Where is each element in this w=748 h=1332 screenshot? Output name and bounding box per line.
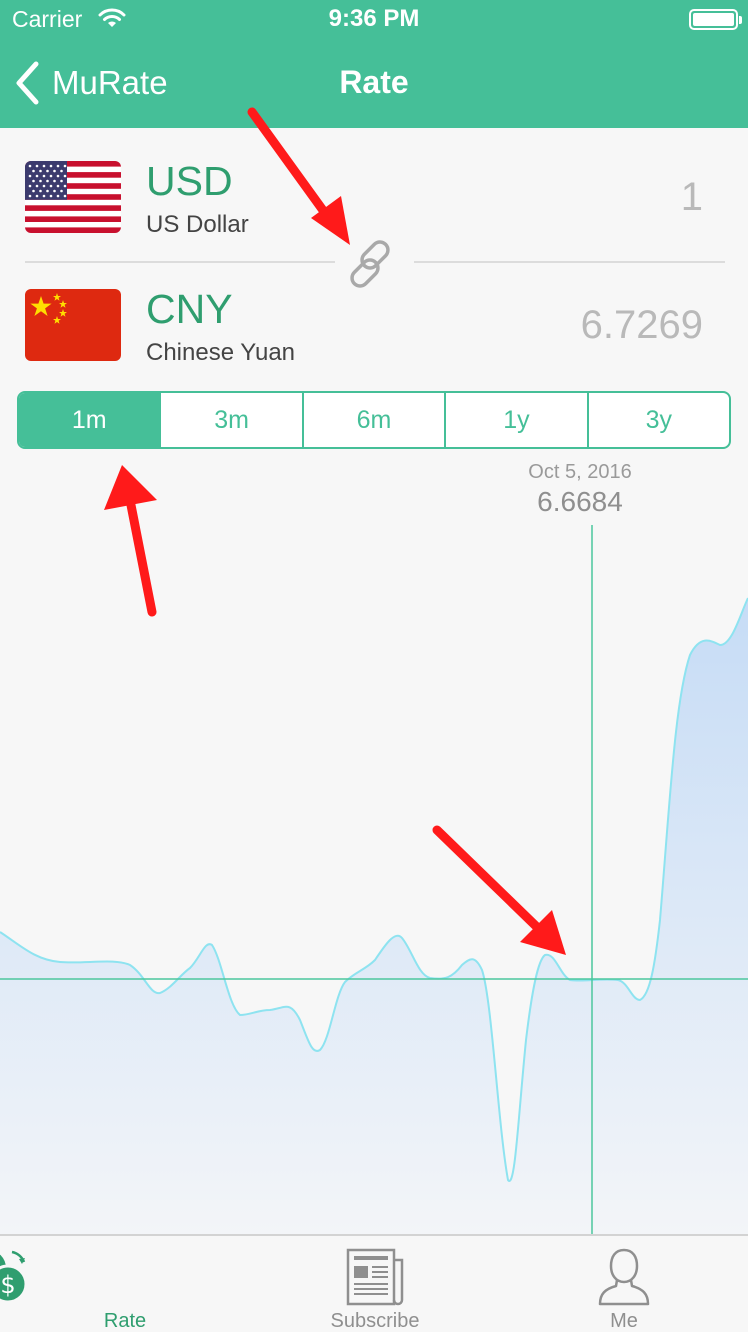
tab-subscribe[interactable]: Subscribe [250,1236,500,1332]
tab-me-label: Me [610,1310,638,1332]
tab-rate-label: Rate [103,1310,147,1332]
quote-currency-name: Chinese Yuan [146,339,296,366]
back-button[interactable]: MuRate [14,60,168,106]
period-3y-segment[interactable]: 3y [586,393,729,447]
quote-currency-code: CNY [146,286,233,332]
chart-selected-value: 6.6684 [537,486,623,517]
period-1y-segment[interactable]: 1y [444,393,586,447]
person-icon [598,1248,650,1306]
china-flag-icon [25,289,121,361]
period-6m-segment[interactable]: 6m [301,393,444,447]
link-icon[interactable] [346,236,402,292]
chart-area [0,598,748,1234]
annotation-arrow [247,107,335,225]
rate-chart[interactable] [0,520,748,1234]
back-button-label: MuRate [52,64,168,101]
top-bar: Carrier 9:36 PM MuRate Rate [0,0,748,128]
battery-icon [689,9,742,30]
base-currency-amount[interactable]: 1 [680,175,703,219]
tab-me[interactable]: Me [500,1236,748,1332]
period-3m-segment[interactable]: 3m [159,393,301,447]
clock: 9:36 PM [328,5,420,32]
wifi-icon [98,8,126,27]
divider [414,261,725,263]
newspaper-icon [346,1248,404,1306]
period-selector: 1m 3m 6m 1y 3y [17,391,731,449]
page-title: Rate [339,64,409,100]
currency-exchange-icon: € $ [0,1250,28,1304]
status-bar: Carrier 9:36 PM [0,0,748,40]
tab-subscribe-label: Subscribe [330,1310,420,1332]
chevron-left-icon [16,61,39,105]
us-flag-icon [25,161,121,233]
tab-rate[interactable]: € $ Rate [0,1236,250,1332]
chart-line [0,597,748,1182]
carrier-label: Carrier [12,6,83,32]
period-1m-segment[interactable]: 1m [19,393,160,447]
navigation-bar: MuRate Rate [0,40,748,128]
quote-currency-amount[interactable]: 6.7269 [580,303,703,347]
annotation-arrowhead [104,465,157,510]
base-currency-code: USD [146,158,233,204]
divider [25,261,335,263]
chart-selected-date: Oct 5, 2016 [528,461,632,483]
tab-bar: € $ Rate Subscribe [0,1234,748,1332]
base-currency-name: US Dollar [146,211,249,238]
annotation-arrowhead [311,196,350,245]
svg-text:$: $ [0,1271,15,1299]
